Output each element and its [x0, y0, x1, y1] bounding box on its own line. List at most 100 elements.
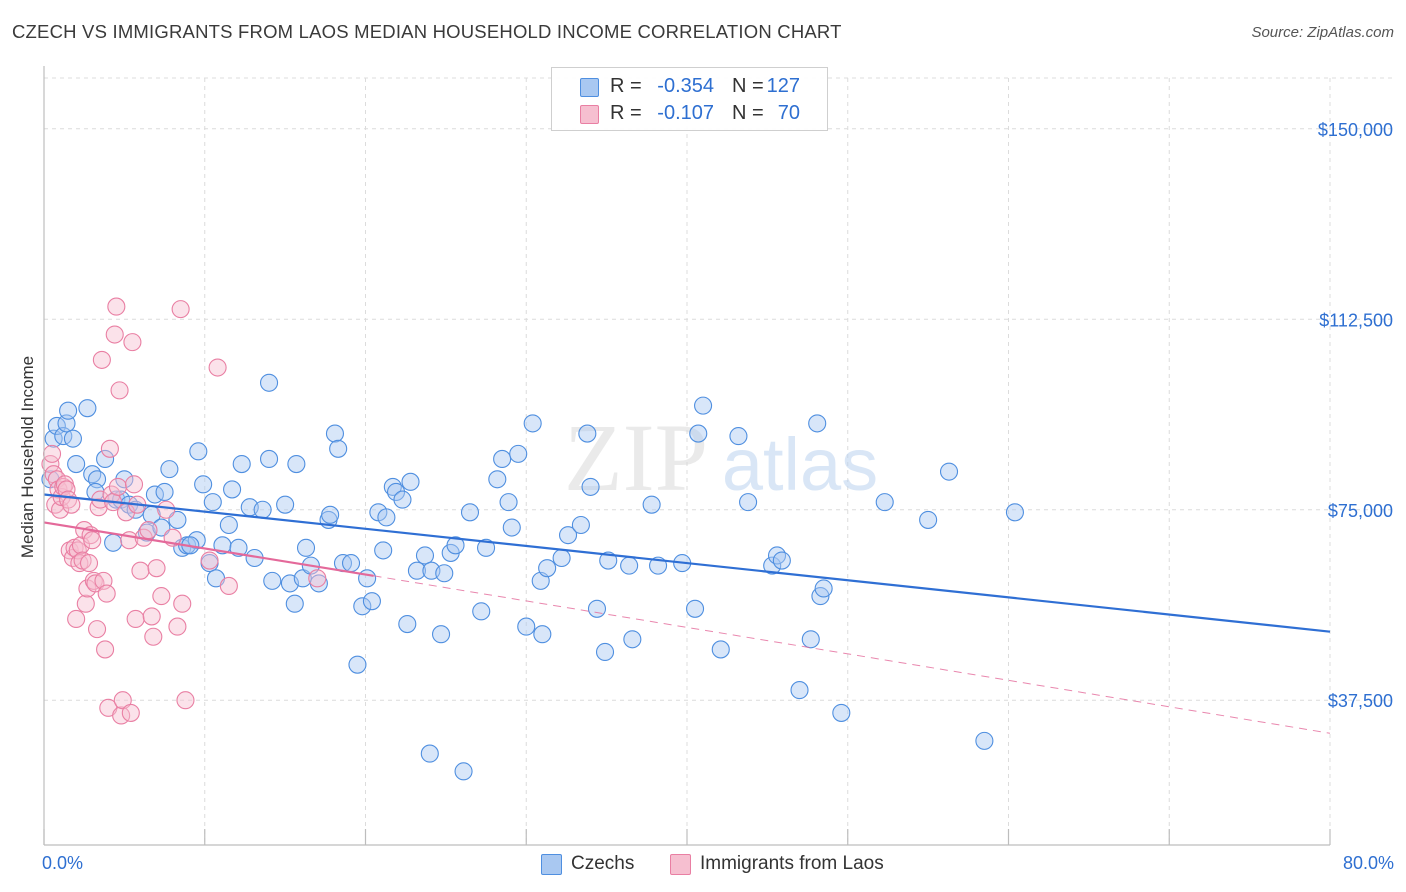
n-label: N =: [732, 75, 764, 97]
czech-point: [538, 559, 557, 578]
laos-trend-line: [43, 521, 374, 577]
czechs-swatch: [541, 854, 562, 875]
watermark-atlas: atlas: [722, 423, 878, 506]
legend-label-czechs: Czechs: [571, 853, 635, 874]
czech-point: [642, 495, 661, 514]
czech-point: [711, 640, 730, 659]
czech-point: [739, 493, 758, 512]
laos-point: [83, 531, 102, 550]
czech-point: [386, 482, 406, 502]
legend-label-laos: Immigrants from Laos: [700, 853, 884, 874]
czech-point: [523, 414, 542, 433]
czech-point: [321, 505, 340, 524]
laos-point: [200, 551, 219, 570]
czech-point: [398, 614, 417, 634]
czech-point: [383, 477, 402, 496]
laos-point: [142, 607, 161, 626]
laos-point: [124, 475, 144, 494]
y-tick-label: $112,500: [1319, 310, 1393, 330]
r-label: R =: [610, 102, 642, 124]
laos-point: [89, 498, 108, 517]
czech-point: [341, 554, 361, 573]
axis-layer: $37,500 $75,000 $112,500 $150,000 0.0% 80.0%: [42, 66, 1394, 873]
laos-point: [108, 477, 127, 496]
x-tick-label: 0.0%: [42, 853, 83, 873]
n-value: 70: [777, 102, 800, 124]
czech-point: [287, 454, 306, 474]
czech-point: [83, 465, 102, 484]
czech-point: [460, 503, 480, 522]
czech-point: [919, 510, 938, 529]
source-label: Source: ZipAtlas.com: [1251, 24, 1394, 41]
laos-point: [79, 554, 99, 573]
n-value: 127: [766, 75, 800, 97]
laos-point: [96, 640, 115, 659]
czech-point: [808, 414, 827, 433]
czech-point: [552, 548, 571, 568]
czech-point: [276, 495, 295, 514]
czech-point: [358, 569, 377, 588]
series-legend: Czechs Immigrants from Laos: [0, 851, 1406, 879]
laos-point: [168, 617, 187, 636]
czech-point: [581, 477, 600, 496]
czech-points: [41, 373, 1024, 781]
czech-point: [595, 642, 615, 662]
laos-point: [173, 594, 192, 613]
czech-point: [325, 424, 345, 443]
czech-point: [454, 762, 473, 781]
czech-point: [229, 538, 248, 557]
laos-point: [171, 300, 190, 319]
y-tick-label: $37,500: [1328, 691, 1393, 711]
x-tick-label: 80.0%: [1343, 853, 1394, 873]
laos-point: [62, 495, 81, 514]
laos-point: [144, 627, 163, 646]
laos-point: [131, 561, 150, 580]
r-label: R =: [610, 75, 642, 97]
czech-point: [362, 592, 381, 611]
laos-point: [92, 350, 111, 369]
czech-point: [814, 579, 833, 598]
czech-point: [168, 510, 187, 529]
r-value: -0.107: [657, 102, 714, 124]
czech-point: [832, 703, 851, 722]
laos-point: [42, 444, 62, 463]
stats-row-laos: R = -0.107 N = 70: [552, 100, 827, 128]
stats-row-czechs: R = -0.354 N = 127: [552, 73, 827, 101]
czech-point: [253, 500, 272, 519]
y-tick-label: $150,000: [1318, 120, 1393, 140]
czech-point: [620, 556, 639, 575]
trend-lines: [43, 493, 1331, 734]
czech-point: [763, 556, 782, 575]
czech-point: [401, 472, 420, 491]
laos-point: [59, 490, 78, 509]
y-tick-label: $75,000: [1328, 501, 1393, 521]
czech-point: [329, 439, 348, 458]
czech-point: [189, 442, 208, 461]
laos-point: [126, 609, 145, 629]
czech-point: [623, 630, 642, 649]
czech-point: [115, 470, 134, 489]
czech-point: [293, 569, 312, 588]
laos-swatch: [670, 854, 691, 875]
czech-point: [694, 396, 713, 415]
czech-point: [407, 561, 426, 580]
laos-point: [157, 500, 176, 519]
czech-point: [472, 602, 491, 621]
laos-point: [67, 609, 86, 629]
czech-point: [420, 744, 439, 763]
czech-point: [975, 731, 994, 750]
czech-point: [1005, 503, 1024, 522]
czech-point: [599, 551, 618, 570]
czech-point: [772, 551, 791, 570]
laos-point: [123, 333, 142, 352]
czech-point: [63, 429, 82, 448]
czech-point: [377, 508, 396, 527]
watermark-zip: ZIP: [564, 404, 708, 511]
czech-point: [78, 399, 97, 418]
czech-point: [533, 625, 552, 644]
czech-point: [285, 594, 304, 613]
czech-point: [263, 571, 282, 590]
laos-point: [152, 587, 171, 606]
laos-point: [76, 594, 95, 613]
